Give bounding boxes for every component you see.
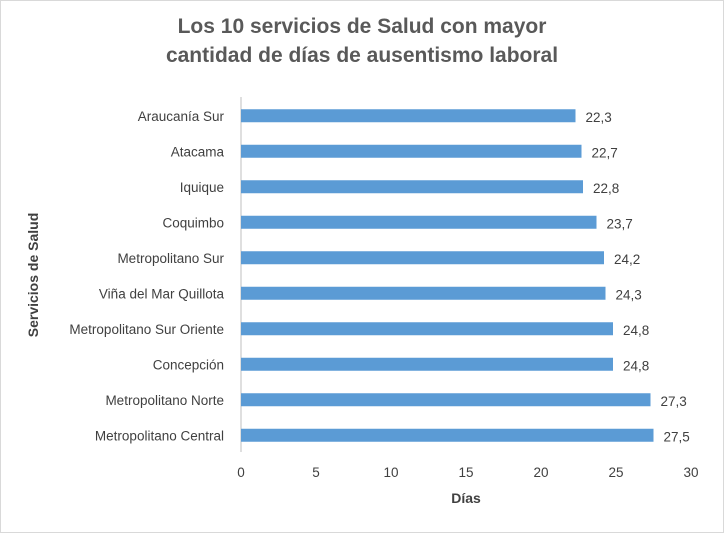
x-tick-label: 15 — [458, 465, 473, 480]
x-tick-labels: 0 5 10 15 20 25 30 — [237, 465, 698, 480]
category-label: Iquique — [180, 180, 224, 195]
bars — [241, 109, 654, 442]
bar — [241, 393, 651, 407]
category-label: Araucanía Sur — [138, 109, 225, 124]
data-label: 22,3 — [586, 110, 612, 125]
data-label: 27,3 — [661, 394, 687, 409]
category-label: Metropolitano Sur Oriente — [69, 322, 224, 337]
data-label: 27,5 — [664, 429, 690, 444]
bar — [241, 144, 582, 158]
data-label: 24,3 — [616, 287, 642, 302]
data-label: 22,7 — [592, 145, 618, 160]
data-label: 24,8 — [623, 358, 649, 373]
x-axis-title: Días — [451, 490, 481, 506]
chart-title-line-1: Los 10 servicios de Salud con mayor — [177, 15, 547, 38]
x-tick-label: 5 — [312, 465, 320, 480]
bar — [241, 251, 604, 265]
value-labels: 22,3 22,7 22,8 23,7 24,2 24,3 24,8 24,8 27,3 27,5 — [586, 110, 690, 445]
bar — [241, 322, 613, 336]
category-label: Metropolitano Central — [95, 428, 224, 443]
x-tick-label: 20 — [533, 465, 548, 480]
chart-title-line-2: cantidad de días de ausentismo laboral — [165, 44, 559, 67]
data-label: 22,8 — [593, 181, 619, 196]
data-label: 24,8 — [623, 323, 649, 338]
chart-title: Los 10 servicios de Salud con mayor cant… — [0, 12, 724, 70]
category-label: Coquimbo — [162, 215, 224, 230]
x-tick-label: 0 — [237, 465, 245, 480]
bar — [241, 109, 576, 123]
y-axis-title: Servicios de Salud — [25, 213, 41, 338]
x-tick-label: 25 — [608, 465, 623, 480]
bar — [241, 357, 613, 371]
data-label: 23,7 — [607, 216, 633, 231]
bar — [241, 286, 606, 300]
category-label: Concepción — [153, 357, 224, 372]
category-label: Metropolitano Sur — [117, 251, 224, 266]
bar — [241, 215, 597, 229]
x-tick-label: 10 — [383, 465, 398, 480]
x-tick-label: 30 — [683, 465, 698, 480]
bar — [241, 180, 583, 194]
category-label: Metropolitano Norte — [105, 393, 224, 408]
category-label: Atacama — [171, 144, 225, 159]
category-label: Viña del Mar Quillota — [99, 286, 225, 301]
bar — [241, 428, 654, 442]
data-label: 24,2 — [614, 252, 640, 267]
category-labels: Araucanía Sur Atacama Iquique Coquimbo Metro… — [69, 109, 224, 444]
